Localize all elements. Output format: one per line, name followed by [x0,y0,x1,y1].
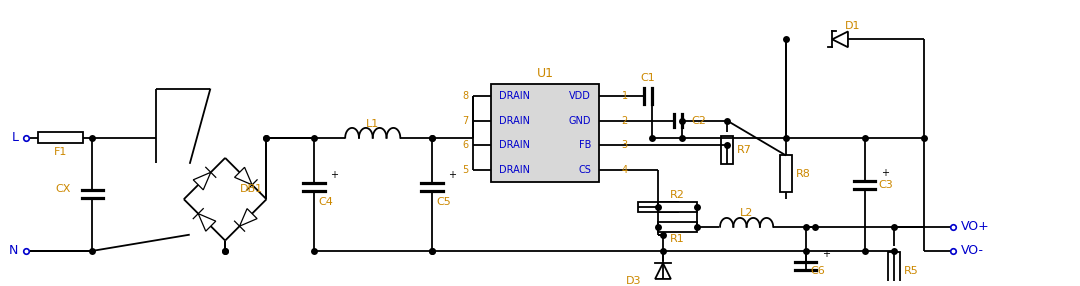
Text: L1: L1 [366,119,379,129]
Text: 5: 5 [462,165,468,175]
Text: VO-: VO- [961,244,984,257]
Text: F1: F1 [54,146,67,156]
Text: R8: R8 [796,169,811,179]
Text: 8: 8 [462,91,468,101]
Bar [780,156,792,192]
Text: C5: C5 [436,197,451,207]
Text: 6: 6 [462,140,468,150]
Bar [888,252,900,286]
Polygon shape [193,172,211,190]
Text: L2: L2 [740,208,753,218]
Text: DB1: DB1 [240,184,264,194]
Text: FB: FB [579,140,591,150]
Text: DRAIN: DRAIN [499,91,529,101]
Text: 3: 3 [622,140,627,150]
Text: N: N [9,244,18,257]
Text: C1: C1 [640,73,656,83]
Polygon shape [199,214,216,231]
Text: L: L [12,131,18,144]
Bar [490,84,599,182]
Text: 7: 7 [462,116,468,126]
Text: DRAIN: DRAIN [499,140,529,150]
Text: U1: U1 [537,67,553,80]
Text: +: + [881,168,890,178]
Text: 4: 4 [622,165,627,175]
Text: DRAIN: DRAIN [499,116,529,126]
Text: D1: D1 [845,21,861,31]
Text: R5: R5 [904,266,919,276]
Text: +: + [448,170,457,180]
Bar [721,136,733,164]
Text: C3: C3 [878,180,893,190]
Bar [658,202,698,212]
Text: CS: CS [578,165,591,175]
Text: DRAIN: DRAIN [499,165,529,175]
Text: CX: CX [55,184,70,194]
Text: R2: R2 [671,190,685,200]
Text: +: + [822,249,831,259]
Polygon shape [234,167,252,185]
Text: +: + [330,170,338,180]
Text: C6: C6 [811,266,825,276]
Text: GND: GND [569,116,591,126]
Text: D3: D3 [625,276,642,286]
Polygon shape [656,263,671,279]
Bar [658,222,698,232]
Polygon shape [833,31,848,47]
Text: R7: R7 [737,145,752,155]
Text: VDD: VDD [569,91,591,101]
Text: 1: 1 [622,91,627,101]
Text: R1: R1 [671,234,685,244]
Text: C4: C4 [319,197,334,207]
Polygon shape [240,208,257,226]
Text: 2: 2 [622,116,627,126]
Bar [638,202,678,212]
Text: C2: C2 [691,116,706,126]
Text: VO+: VO+ [961,220,990,233]
Bar [38,132,82,143]
